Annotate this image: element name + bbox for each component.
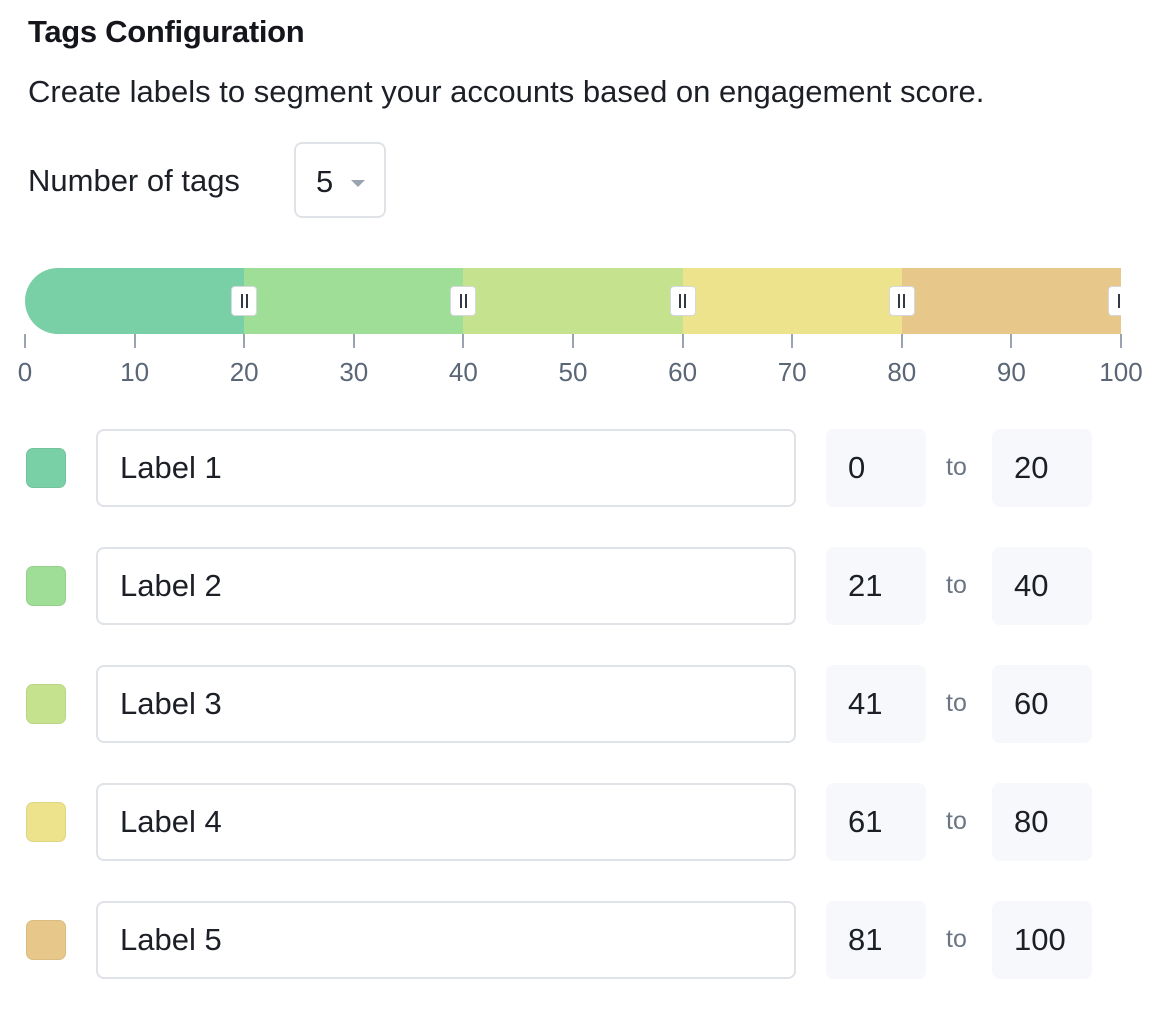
range-separator-label: to <box>946 571 967 599</box>
tag-label-input[interactable] <box>96 901 796 979</box>
tag-color-swatch[interactable] <box>26 802 66 842</box>
axis-tick-label: 80 <box>887 357 917 387</box>
tag-label-input[interactable] <box>96 783 796 861</box>
axis-tick <box>133 334 136 348</box>
tag-row: to <box>0 547 1160 625</box>
axis-tick <box>791 334 794 348</box>
grip-icon <box>898 294 901 308</box>
axis-tick <box>462 334 465 348</box>
grip-icon <box>245 294 248 308</box>
range-separator-label: to <box>946 807 967 835</box>
range-to-input[interactable] <box>992 665 1092 743</box>
tag-label-input[interactable] <box>96 665 796 743</box>
slider-segment-5 <box>901 268 1121 334</box>
grip-icon <box>459 294 462 308</box>
slider-segment-2 <box>244 268 464 334</box>
range-from-input[interactable] <box>826 429 926 507</box>
number-of-tags-value: 5 <box>316 164 334 199</box>
slider-handle-4[interactable] <box>888 286 915 316</box>
tag-label-input[interactable] <box>96 429 796 507</box>
grip-icon <box>240 294 243 308</box>
slider-segment-4 <box>682 268 902 334</box>
tag-row: to <box>0 783 1160 861</box>
axis-tick <box>681 334 684 348</box>
grip-icon <box>679 294 682 308</box>
range-to-input[interactable] <box>992 547 1092 625</box>
axis-tick-label: 90 <box>996 357 1026 387</box>
tag-color-swatch[interactable] <box>26 684 66 724</box>
axis-tick-label: 30 <box>339 357 369 387</box>
axis-tick-label: 50 <box>558 357 588 387</box>
axis-tick-label: 0 <box>17 357 33 387</box>
tag-row: to <box>0 665 1160 743</box>
axis-tick <box>243 334 246 348</box>
range-from-input[interactable] <box>826 901 926 979</box>
tag-color-swatch[interactable] <box>26 920 66 960</box>
page-subtitle: Create labels to segment your accounts b… <box>28 74 985 109</box>
tag-label-input[interactable] <box>96 547 796 625</box>
axis-tick-label: 20 <box>229 357 259 387</box>
axis-tick-label: 60 <box>668 357 698 387</box>
page-title: Tags Configuration <box>28 14 305 49</box>
grip-icon <box>684 294 687 308</box>
range-to-input[interactable] <box>992 783 1092 861</box>
grip-icon <box>903 294 906 308</box>
axis-tick <box>352 334 355 348</box>
slider-handle-2[interactable] <box>450 286 477 316</box>
slider-segment-1 <box>25 268 245 334</box>
tag-color-swatch[interactable] <box>26 448 66 488</box>
slider-handle-5[interactable] <box>1108 286 1121 316</box>
axis-tick <box>1010 334 1013 348</box>
axis-tick <box>900 334 903 348</box>
range-from-input[interactable] <box>826 783 926 861</box>
axis-tick-label: 100 <box>1099 357 1143 387</box>
tag-color-swatch[interactable] <box>26 566 66 606</box>
range-from-input[interactable] <box>826 547 926 625</box>
score-range-slider[interactable] <box>25 268 1121 334</box>
axis-tick <box>572 334 574 348</box>
axis-tick <box>24 334 26 348</box>
range-separator-label: to <box>946 925 967 953</box>
range-to-input[interactable] <box>992 429 1092 507</box>
slider-segment-3 <box>463 268 683 334</box>
number-of-tags-select[interactable]: 5 <box>294 142 386 218</box>
range-to-input[interactable] <box>992 901 1092 979</box>
slider-handle-1[interactable] <box>231 286 258 316</box>
tag-row: to <box>0 901 1160 979</box>
caret-down-icon <box>351 180 365 187</box>
grip-icon <box>464 294 467 308</box>
tag-row: to <box>0 429 1160 507</box>
range-separator-label: to <box>946 689 967 717</box>
axis-tick-label: 70 <box>777 357 807 387</box>
axis-tick-label: 10 <box>120 357 150 387</box>
number-of-tags-label: Number of tags <box>28 163 240 198</box>
range-from-input[interactable] <box>826 665 926 743</box>
slider-handle-3[interactable] <box>669 286 696 316</box>
grip-icon <box>1117 294 1120 308</box>
axis-tick-label: 40 <box>448 357 478 387</box>
axis-tick <box>1120 334 1122 348</box>
range-separator-label: to <box>946 453 967 481</box>
